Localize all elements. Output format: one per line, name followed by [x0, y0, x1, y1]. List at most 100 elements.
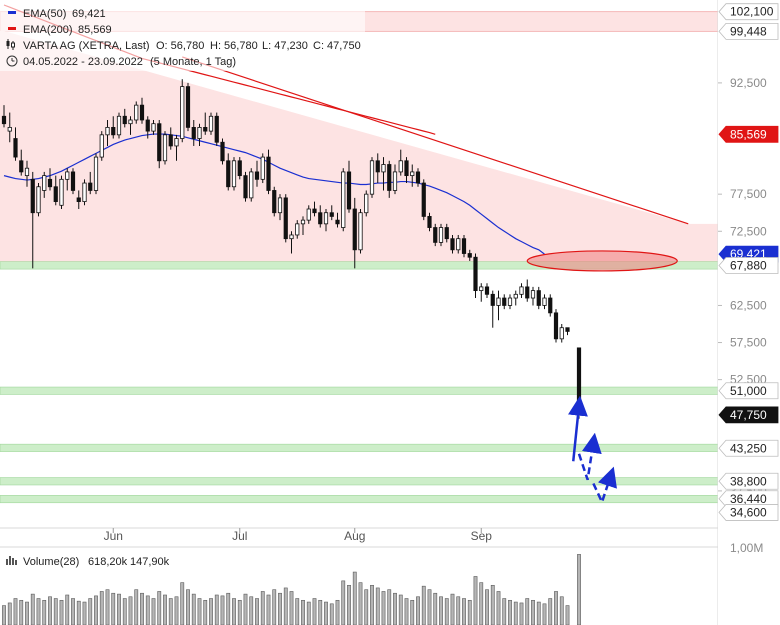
candle [548, 294, 553, 317]
candle-body [174, 138, 179, 147]
candle-body [128, 119, 133, 125]
volume-bar [404, 598, 409, 625]
volume-bar [59, 599, 64, 625]
volume-bar [341, 580, 346, 625]
candle-body [450, 238, 455, 251]
volume-bar [450, 593, 455, 625]
volume-bar [220, 595, 225, 625]
candle-body [410, 171, 415, 177]
ema50-value: 69,421 [72, 8, 106, 20]
forecast-arrow [577, 432, 602, 481]
candle-body [122, 115, 127, 125]
candle [76, 190, 81, 210]
volume-legend: Volume(28) 618,20k 147,90k 1,00M [6, 541, 763, 568]
volume-bar [163, 594, 167, 625]
candle-body [203, 127, 208, 132]
volume-bar [398, 594, 403, 625]
volume-bar [19, 599, 24, 625]
candle-body [306, 208, 311, 221]
price-tag: 36,440 [718, 490, 779, 508]
candle-body [289, 234, 294, 240]
volume-bar [255, 598, 259, 625]
candle [502, 294, 507, 310]
candle-body [381, 164, 386, 173]
volume-bar [318, 599, 323, 625]
volume-bar [2, 605, 6, 625]
price-tag-label: 43,250 [730, 441, 767, 455]
candle [496, 290, 501, 321]
candle [59, 175, 64, 210]
volume-bar [427, 589, 432, 625]
candle [467, 249, 472, 261]
volume-bar [525, 598, 530, 625]
volume-bar [134, 589, 139, 625]
candle-body [24, 167, 30, 177]
candle [484, 283, 490, 299]
candle [168, 127, 173, 150]
price-tag: 43,250 [718, 439, 779, 457]
candle-body [13, 138, 18, 158]
candle [300, 216, 306, 235]
candle-body [456, 238, 461, 251]
price-tag-label: 38,800 [730, 474, 767, 488]
candle [151, 119, 156, 135]
candle-body [565, 327, 570, 332]
candle [116, 112, 122, 139]
candle-body [7, 127, 12, 132]
price-tag: 51,000 [718, 382, 779, 400]
candle [128, 116, 133, 135]
volume-bar [381, 591, 386, 625]
candle-body [404, 160, 409, 177]
price-tag-label: 85,569 [730, 127, 767, 141]
price-axis: 92,50077,50072,50062,50057,50052,50037,5… [718, 0, 780, 625]
volume-bar [25, 601, 29, 625]
volume-bar [278, 592, 282, 625]
volume-bar [358, 582, 363, 625]
candle-body [433, 227, 438, 243]
volume-bar [410, 599, 415, 625]
candle-body [415, 171, 421, 184]
candle [1, 105, 7, 128]
volume-bar [347, 584, 351, 625]
volume-bar [71, 598, 75, 625]
candle [323, 209, 329, 232]
volume-bar [122, 598, 127, 625]
volume-bar [197, 598, 202, 625]
candle-body [467, 253, 472, 258]
candle-body [461, 238, 467, 254]
candle-body [260, 156, 265, 180]
price-tag: 47,750 [718, 406, 779, 424]
candle [473, 253, 478, 299]
candle [364, 190, 369, 217]
candle [381, 157, 386, 191]
volume-bar [542, 603, 547, 625]
volume-bar [513, 601, 518, 625]
candle-body [191, 127, 196, 139]
volume-bar [473, 576, 478, 625]
volume-bar [559, 596, 564, 625]
ema200-label: EMA(200) [23, 24, 73, 36]
candle-body [185, 86, 191, 128]
candlestick-icon [6, 39, 15, 50]
candle [226, 153, 231, 191]
price-tag-box [718, 125, 779, 143]
volume-bar [76, 600, 81, 625]
candle [335, 212, 340, 228]
candle-body [559, 327, 564, 340]
volume-bar [145, 595, 150, 625]
volume-bar [444, 598, 449, 625]
candle [565, 327, 570, 336]
candle-body [65, 171, 70, 180]
volume-bar [335, 599, 340, 625]
candle-body [312, 208, 317, 214]
volume-bar [186, 589, 190, 625]
price-tag: 85,569 [718, 125, 779, 143]
candle [185, 82, 191, 132]
candle [272, 186, 277, 217]
x-tick-label: Jun [104, 529, 123, 543]
candle [231, 157, 237, 191]
downtrend-line [182, 56, 689, 225]
candle [65, 168, 70, 191]
candles [1, 79, 582, 419]
price-tag-box [718, 22, 779, 40]
